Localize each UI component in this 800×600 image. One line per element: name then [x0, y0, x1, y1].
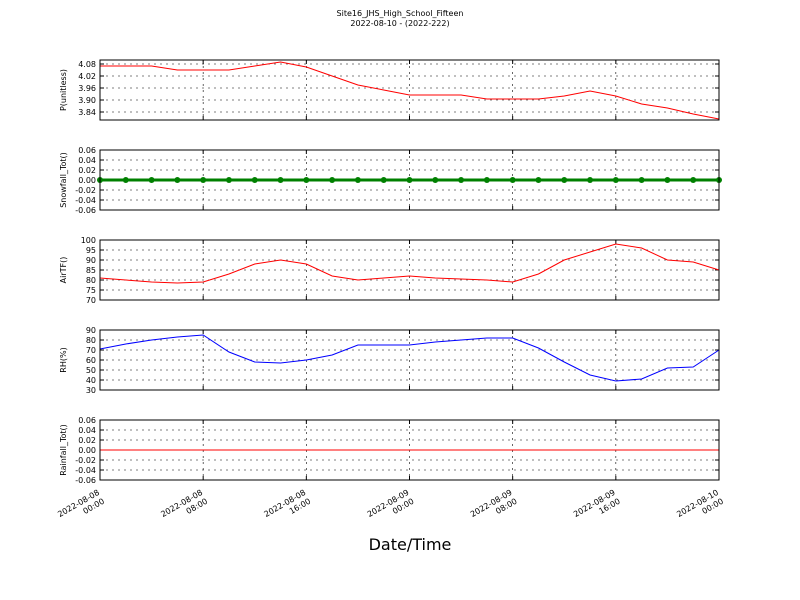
- y-tick-label: 80: [86, 276, 96, 285]
- y-tick-label: 30: [86, 386, 96, 395]
- data-point: [612, 177, 619, 183]
- data-point: [174, 177, 181, 183]
- data-point: [354, 177, 361, 183]
- y-tick-label: -0.06: [75, 476, 96, 485]
- y-tick-label: 50: [86, 366, 96, 375]
- y-axis-label: AirTF(): [59, 257, 68, 284]
- y-tick-label: 70: [86, 346, 96, 355]
- data-point: [535, 177, 542, 183]
- y-tick-label: 60: [86, 356, 96, 365]
- y-tick-label: 4.02: [78, 72, 96, 81]
- y-axis-label: RH(%): [59, 347, 68, 372]
- data-point: [406, 177, 413, 183]
- y-axis-label: Snowfall_Tot(): [59, 152, 68, 208]
- y-tick-label: 80: [86, 336, 96, 345]
- y-tick-label: 0.00: [78, 446, 96, 455]
- y-tick-label: 100: [81, 236, 96, 245]
- data-point: [200, 177, 207, 183]
- y-tick-label: 0.06: [78, 146, 96, 155]
- plot-frame: [99, 329, 720, 391]
- data-point: [148, 177, 155, 183]
- data-point: [509, 177, 516, 183]
- data-point: [587, 177, 594, 183]
- data-point: [277, 177, 284, 183]
- chart-title: Site16_JHS_High_School_Fifteen: [337, 9, 464, 18]
- y-tick-label: -0.02: [75, 456, 96, 465]
- y-tick-label: 70: [86, 296, 96, 305]
- data-point: [380, 177, 387, 183]
- y-tick-label: 0.04: [78, 156, 96, 165]
- y-tick-label: 0.06: [78, 416, 96, 425]
- data-point: [303, 177, 310, 183]
- y-tick-label: 90: [86, 326, 96, 335]
- y-tick-label: 0.02: [78, 436, 96, 445]
- data-point: [483, 177, 490, 183]
- data-point: [225, 177, 232, 183]
- y-tick-label: -0.06: [75, 206, 96, 215]
- y-tick-label: 0.04: [78, 426, 96, 435]
- y-tick-label: 0.00: [78, 176, 96, 185]
- y-tick-label: -0.02: [75, 186, 96, 195]
- y-tick-label: 3.84: [78, 108, 96, 117]
- y-tick-label: 3.90: [78, 96, 96, 105]
- plot-frame: [99, 149, 720, 211]
- y-axis-label: P(unitless): [59, 69, 68, 111]
- x-axis-label: Date/Time: [369, 535, 452, 554]
- data-line: [100, 61, 720, 120]
- data-point: [638, 177, 645, 183]
- chart-subtitle: 2022-08-10 - (2022-222): [350, 19, 449, 28]
- data-point: [561, 177, 568, 183]
- y-tick-label: 90: [86, 256, 96, 265]
- data-point: [664, 177, 671, 183]
- y-tick-label: 40: [86, 376, 96, 385]
- plot-frame: [99, 59, 720, 121]
- y-tick-label: 75: [86, 286, 96, 295]
- data-point: [122, 177, 129, 183]
- data-line: [99, 243, 720, 284]
- y-axis-label: Rainfall_Tot(): [59, 424, 68, 476]
- data-point: [329, 177, 336, 183]
- y-tick-label: -0.04: [75, 196, 96, 205]
- y-tick-label: 0.02: [78, 166, 96, 175]
- y-tick-label: 95: [86, 246, 96, 255]
- data-line: [99, 334, 720, 382]
- y-tick-label: 3.96: [78, 84, 96, 93]
- data-point: [690, 177, 697, 183]
- data-point: [251, 177, 258, 183]
- y-tick-label: -0.04: [75, 466, 96, 475]
- plot-frame: [99, 419, 720, 481]
- data-point: [432, 177, 439, 183]
- y-tick-label: 4.08: [78, 60, 96, 69]
- y-tick-label: 85: [86, 266, 96, 275]
- data-point: [458, 177, 465, 183]
- plot-frame: [99, 239, 720, 301]
